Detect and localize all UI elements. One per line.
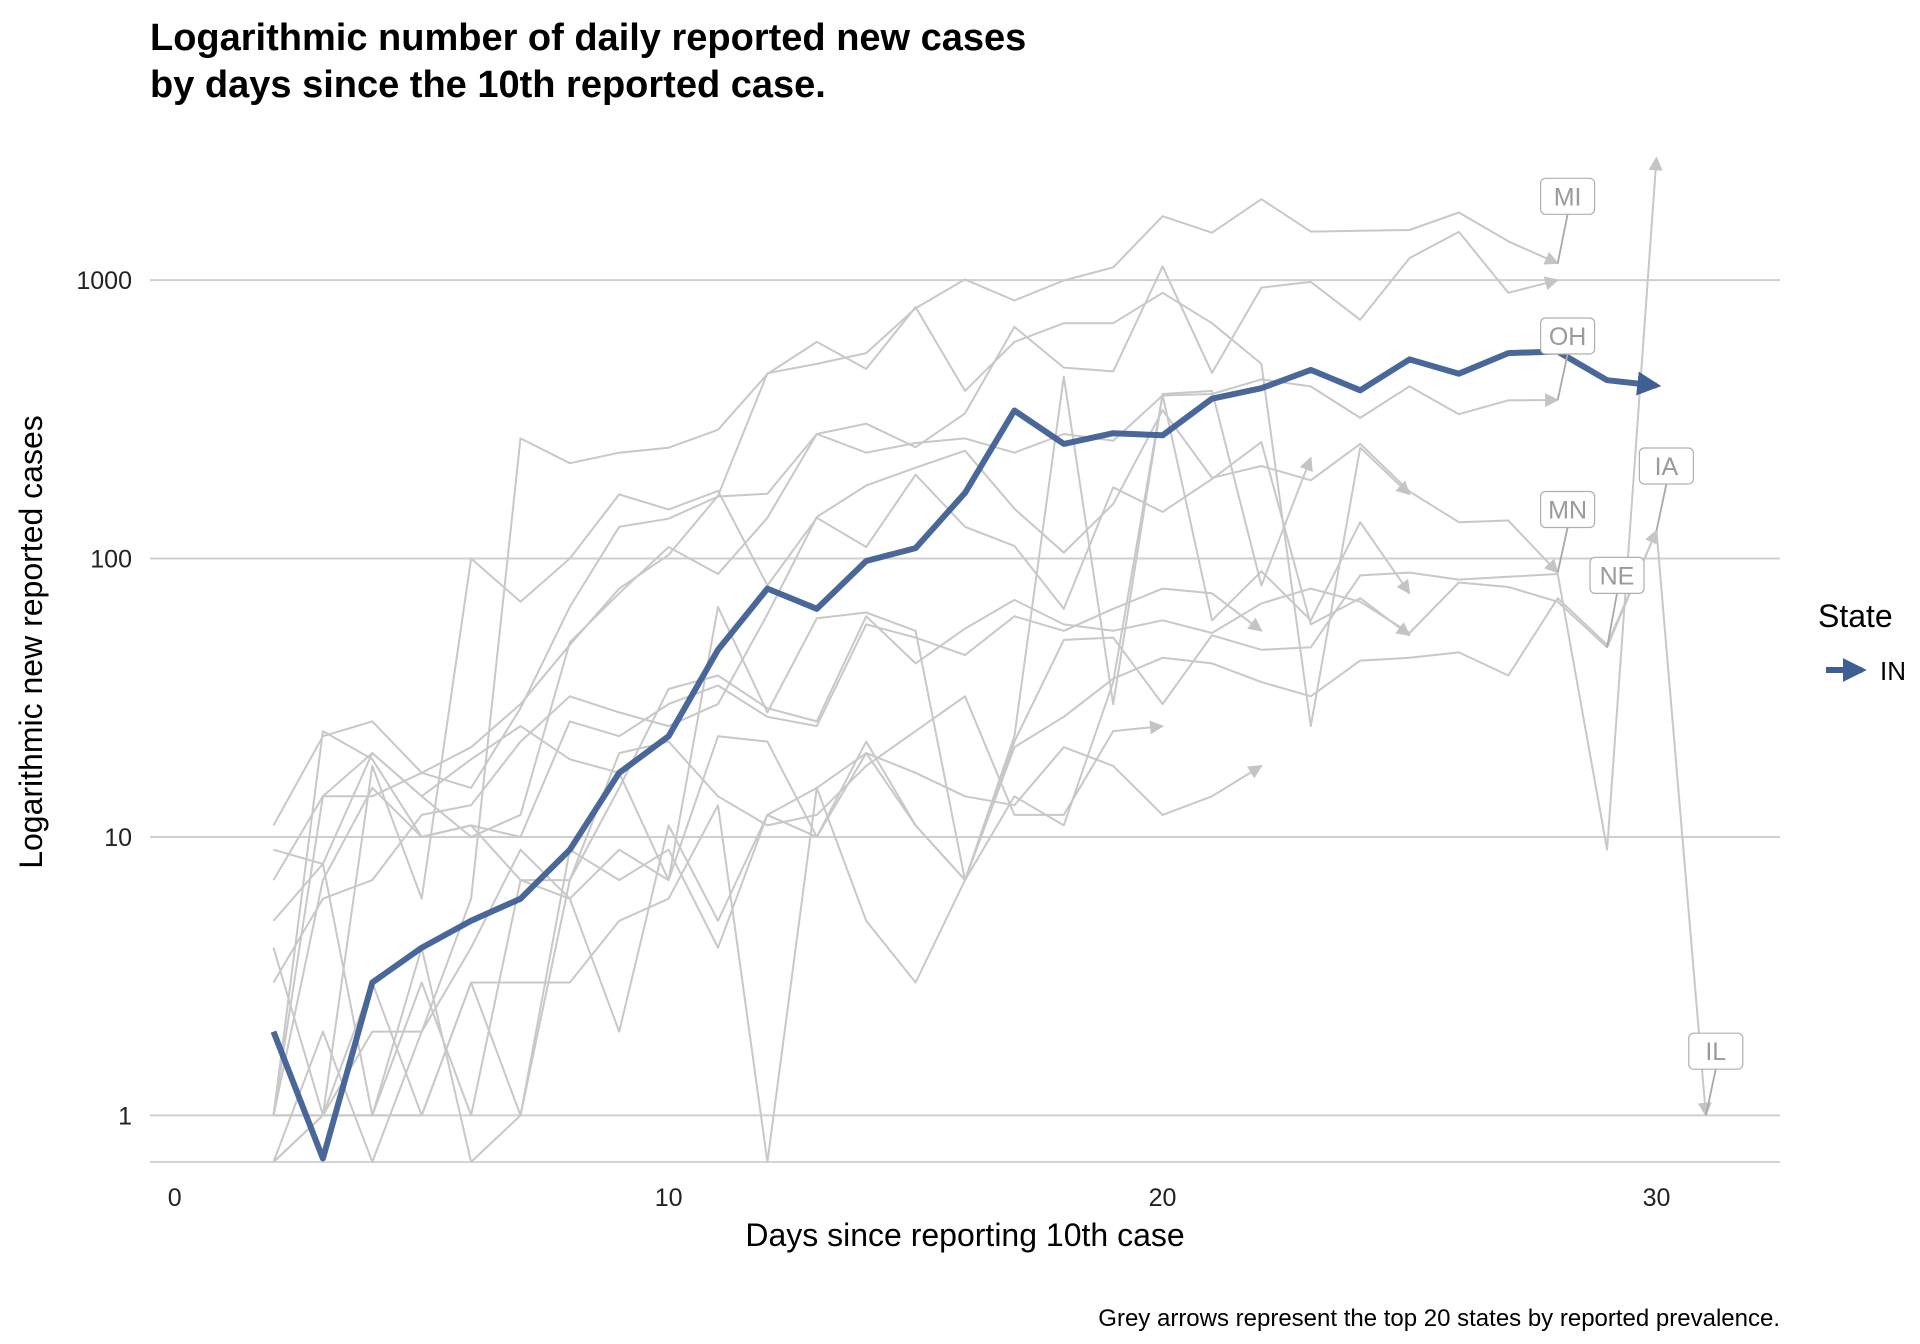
state-label-box <box>1589 556 1645 594</box>
y-tick-label-10: 10 <box>104 824 132 852</box>
background-series-line-12 <box>272 375 1411 1163</box>
background-series-line-9 <box>273 529 1712 1117</box>
background-series-line-13 <box>272 695 1164 1163</box>
legend-title: State <box>1818 598 1893 634</box>
state-label-box <box>1638 447 1694 485</box>
state-label-box <box>1540 177 1596 215</box>
state-labels: MI OH MN NE IA IL <box>1540 177 1744 1116</box>
state-label-text: MN <box>1548 496 1587 524</box>
y-tick-label-1000: 1000 <box>76 267 132 295</box>
state-label-text: IA <box>1655 453 1679 481</box>
x-axis-title: Days since reporting 10th case <box>745 1217 1184 1253</box>
state-label-text: OH <box>1549 323 1587 351</box>
state-label-mi: MI <box>1540 177 1596 264</box>
state-label-leader <box>1655 483 1668 531</box>
state-label-leader <box>1556 527 1569 573</box>
state-label-box <box>1540 490 1596 529</box>
x-tick-label-30: 30 <box>1643 1184 1671 1212</box>
y-tick-label-100: 100 <box>90 546 132 574</box>
background-series-line-2 <box>272 230 1560 881</box>
chart-title-line-2: by days since the 10th reported case. <box>150 64 826 106</box>
chart-caption: Grey arrows represent the top 20 states … <box>1098 1305 1780 1332</box>
state-label-text: IL <box>1705 1038 1726 1066</box>
state-label-ne: NE <box>1589 556 1645 648</box>
x-tick-label-0: 0 <box>168 1184 182 1212</box>
chart-title-line-1: Logarithmic number of daily reported new… <box>150 17 1026 59</box>
state-label-text: NE <box>1600 562 1635 590</box>
state-label-leader <box>1556 214 1569 264</box>
background-series-line-8 <box>272 156 1663 1116</box>
state-label-leader <box>1556 353 1569 401</box>
state-label-text: MI <box>1554 183 1582 211</box>
state-label-leader <box>1705 1069 1717 1116</box>
x-tick-label-10: 10 <box>655 1184 683 1212</box>
background-series-line-6 <box>272 529 1659 1116</box>
y-tick-labels: 1 10 100 1000 <box>76 267 132 1130</box>
state-label-oh: OH <box>1540 317 1596 401</box>
x-tick-label-20: 20 <box>1149 1184 1177 1212</box>
highlight-series <box>270 348 1662 1162</box>
background-series-line-7 <box>272 441 1411 1117</box>
x-tick-labels: 0 10 20 30 <box>168 1184 1671 1212</box>
background-series-line-11 <box>273 389 1313 1163</box>
background-series <box>272 156 1712 1163</box>
state-label-box <box>1540 317 1596 355</box>
background-series-line-5 <box>272 587 1263 1116</box>
state-label-box <box>1688 1032 1744 1070</box>
y-axis-title: Logarithmic new reported cases <box>13 415 49 869</box>
highlight-series-line-in <box>270 348 1662 1162</box>
background-series-line-14 <box>272 291 1411 1163</box>
state-label-leader <box>1606 593 1618 648</box>
y-tick-label-1: 1 <box>118 1102 132 1130</box>
state-label-ia: IA <box>1638 447 1694 531</box>
legend-label-in: IN <box>1880 656 1906 686</box>
state-label-il: IL <box>1688 1032 1744 1116</box>
background-series-line-4 <box>272 409 1559 984</box>
background-series-line-3 <box>272 378 1560 922</box>
legend: State IN <box>1818 598 1906 686</box>
background-series-line-10 <box>273 746 1263 1163</box>
state-label-mn: MN <box>1540 490 1596 573</box>
